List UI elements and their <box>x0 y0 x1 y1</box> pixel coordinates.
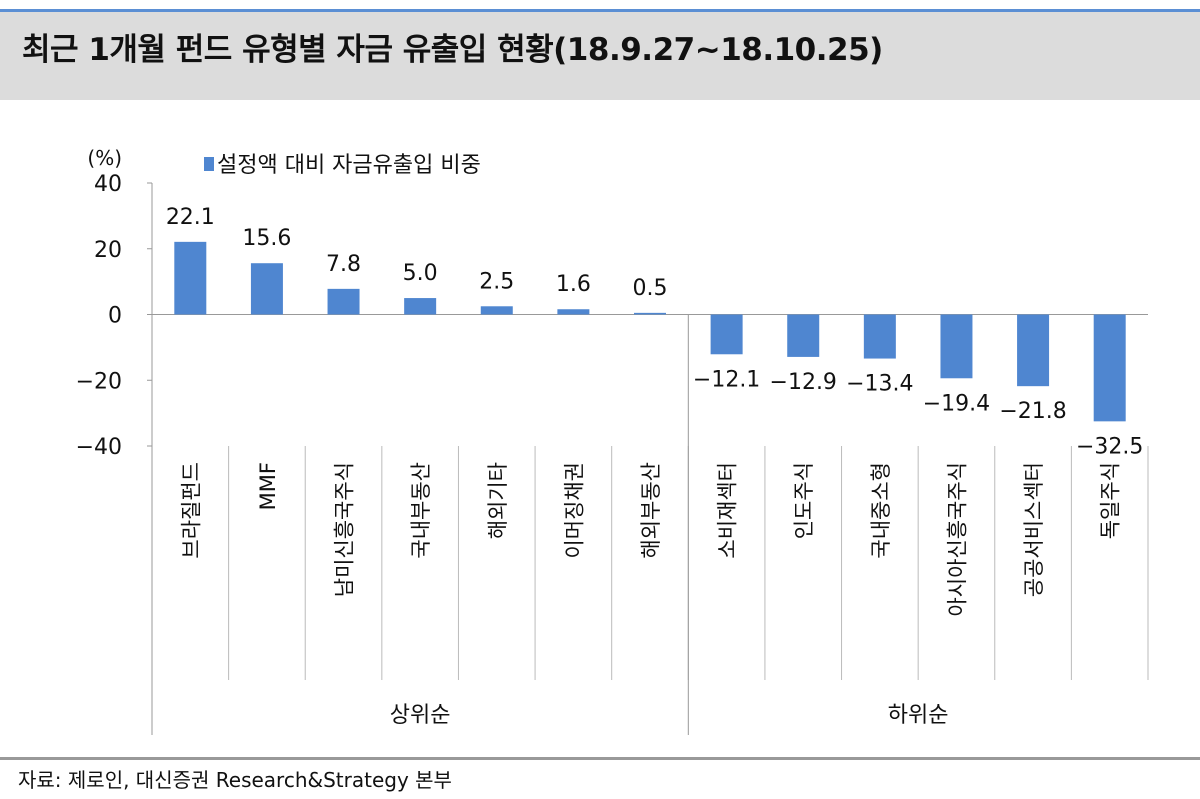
footer-divider <box>0 757 1200 760</box>
bar <box>480 306 513 315</box>
legend-label: 설정액 대비 자금유출입 비중 <box>217 153 481 178</box>
category-label: 브라질펀드 <box>179 462 203 559</box>
y-tick-label: 40 <box>94 172 122 197</box>
category-label: MMF <box>256 462 280 510</box>
category-label: 공공서비스섹터 <box>1022 462 1046 597</box>
data-label: 22.1 <box>166 205 215 230</box>
y-tick-label: −40 <box>76 435 122 460</box>
data-label: −19.4 <box>923 391 990 416</box>
data-label: 2.5 <box>479 269 514 294</box>
y-tick-label: −20 <box>76 369 122 394</box>
data-label: −12.1 <box>693 367 760 392</box>
title-accent-line <box>0 9 1200 12</box>
y-tick-label: 20 <box>94 238 122 263</box>
data-label: 0.5 <box>633 276 668 301</box>
page-title: 최근 1개월 펀드 유형별 자금 유출입 현황(18.9.27~18.10.25… <box>22 32 883 68</box>
category-label: 인도주식 <box>792 462 816 539</box>
category-label: 독일주식 <box>1099 462 1123 539</box>
data-label: −32.5 <box>1076 434 1143 459</box>
y-tick-label: 0 <box>108 304 122 329</box>
legend-swatch <box>204 157 214 171</box>
category-label: 국내중소형 <box>869 462 893 559</box>
data-label: −13.4 <box>846 372 913 397</box>
category-label: 국내부동산 <box>409 462 433 559</box>
bar <box>557 309 590 315</box>
data-label: 1.6 <box>556 272 591 297</box>
bar <box>1017 314 1050 387</box>
bar <box>327 288 360 315</box>
bar <box>863 314 896 359</box>
title-bar <box>0 12 1200 100</box>
bar <box>787 314 820 357</box>
bar <box>710 314 743 355</box>
bar-chart: 40 20 0 −20 −40 (%) 설정액 대비 자금유출입 비중 22.1 브라질펀드 15… <box>76 146 1149 735</box>
category-label: 해외부동산 <box>639 462 663 559</box>
data-label: −12.9 <box>770 370 837 395</box>
category-label: 아시아신흥국주식 <box>945 462 969 617</box>
bar <box>1093 314 1126 422</box>
category-label: 소비재섹터 <box>716 462 740 559</box>
y-axis-unit: (%) <box>87 146 122 170</box>
bar <box>174 241 207 315</box>
data-label: 5.0 <box>403 261 438 286</box>
category-label: 남미신흥국주식 <box>333 462 357 597</box>
source-note: 자료: 제로인, 대신증권 Research&Strategy 본부 <box>18 768 452 792</box>
bar <box>940 314 973 379</box>
group-label: 상위순 <box>390 703 451 728</box>
bar <box>634 312 666 315</box>
data-label: 15.6 <box>242 226 291 251</box>
category-label: 이머징채권 <box>562 462 586 559</box>
bar <box>404 298 437 315</box>
bar <box>250 263 283 315</box>
data-label: −21.8 <box>999 399 1066 424</box>
category-label: 해외기타 <box>486 462 510 539</box>
group-label: 하위순 <box>888 703 949 728</box>
data-label: 7.8 <box>326 252 361 277</box>
